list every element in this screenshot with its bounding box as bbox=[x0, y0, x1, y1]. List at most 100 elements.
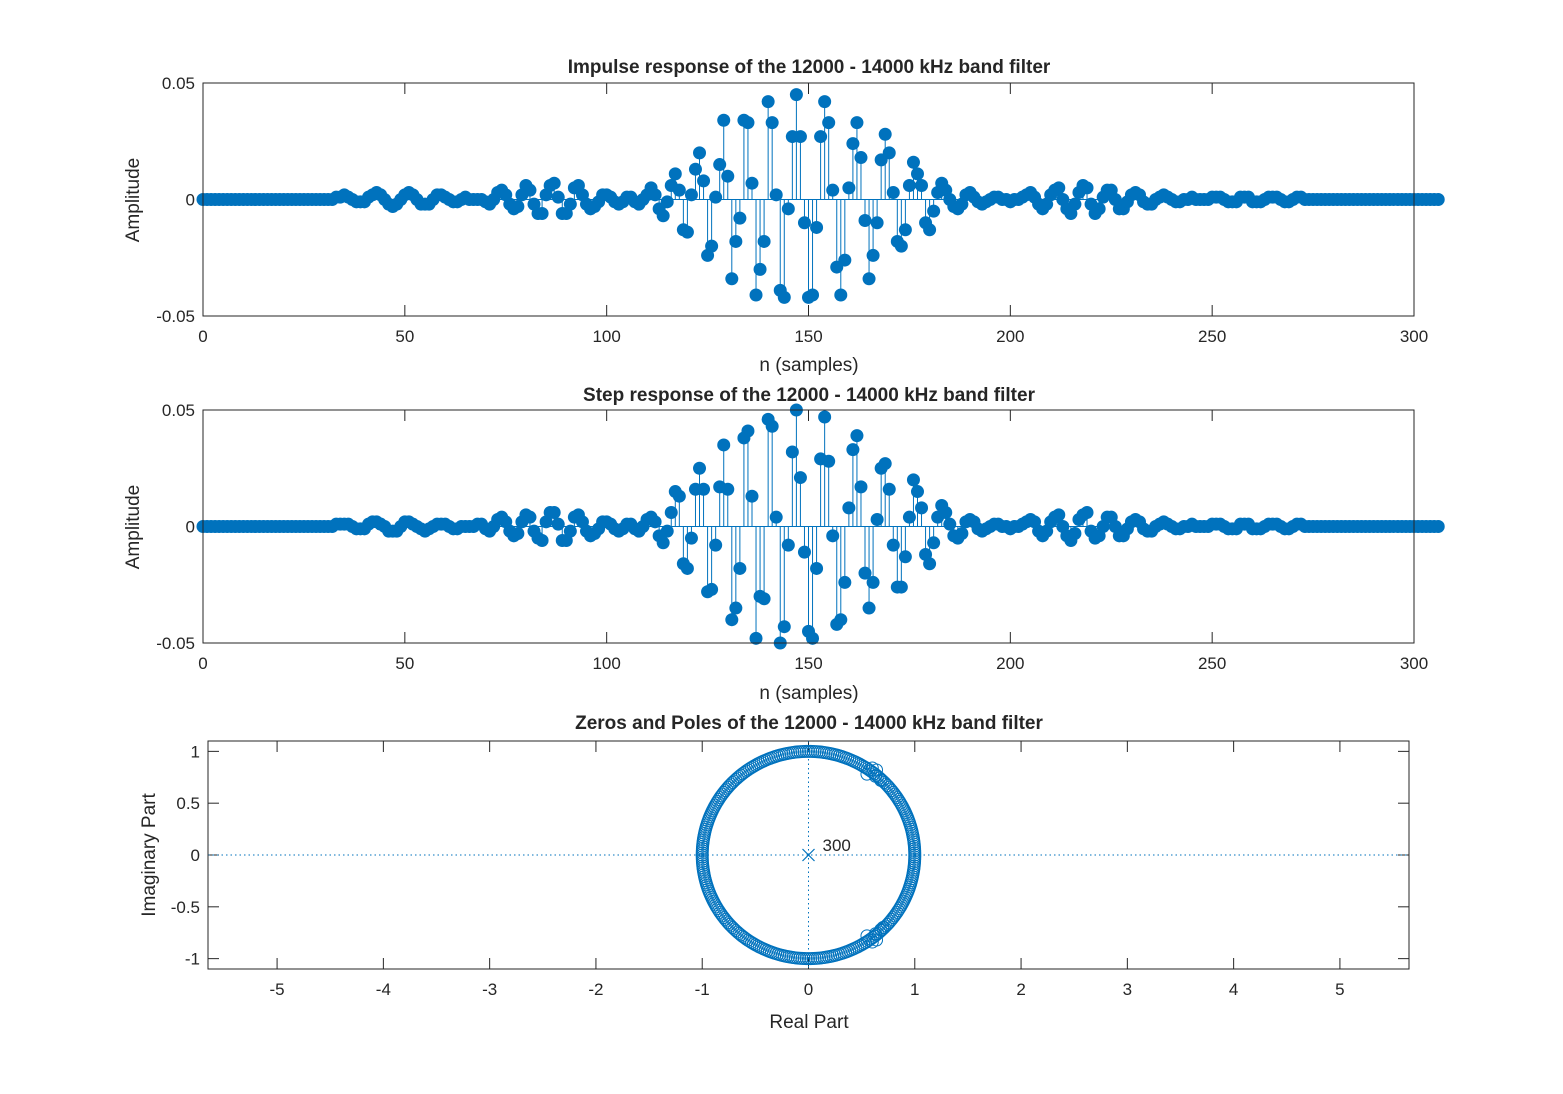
impulse-response-stem-marker bbox=[806, 288, 820, 302]
impulse-response-stem-marker bbox=[866, 248, 880, 262]
impulse-response-stem-marker bbox=[741, 116, 755, 130]
zero-marker bbox=[860, 767, 874, 781]
impulse-response-stem-marker bbox=[684, 188, 698, 202]
impulse-response-stem-marker bbox=[850, 116, 864, 130]
step-response-plot-box bbox=[202, 409, 1415, 644]
step-response-stem-marker bbox=[1068, 526, 1082, 540]
impulse-response-stem-marker bbox=[810, 220, 824, 234]
step-response-stem-marker bbox=[862, 601, 876, 615]
step-response-xtick-label: 300 bbox=[1400, 654, 1428, 673]
impulse-response-stem-marker bbox=[1080, 181, 1094, 195]
step-response-stem-marker bbox=[697, 482, 711, 496]
impulse-response-stem-marker bbox=[725, 272, 739, 286]
step-response-stem-marker bbox=[1431, 520, 1445, 533]
step-response-ytick-label: 0.05 bbox=[162, 401, 195, 420]
impulse-response-stem-marker bbox=[761, 95, 775, 109]
step-response-stem-marker bbox=[878, 457, 892, 471]
impulse-response-stem-marker bbox=[842, 181, 856, 195]
step-response-stem-marker bbox=[1080, 506, 1094, 520]
step-response-xtick-label: 50 bbox=[395, 654, 414, 673]
impulse-response-stem-marker bbox=[547, 176, 561, 190]
step-response-stem-marker bbox=[818, 410, 832, 424]
step-response-stem-marker bbox=[838, 575, 852, 589]
step-response-stem-marker bbox=[717, 438, 731, 452]
zero-marker bbox=[870, 933, 884, 947]
impulse-response-stem-marker bbox=[697, 174, 711, 188]
impulse-response-xtick-label: 150 bbox=[794, 327, 822, 346]
impulse-response-stem-marker bbox=[1431, 193, 1445, 206]
impulse-response-xtick-label: 200 bbox=[996, 327, 1024, 346]
step-response-stem-marker bbox=[910, 485, 924, 499]
step-response-stem-marker bbox=[777, 620, 791, 634]
impulse-response-stem-marker bbox=[870, 216, 884, 230]
impulse-response-xlabel: n (samples) bbox=[759, 355, 858, 376]
zeros-poles-plot-box bbox=[207, 740, 1410, 970]
zeros-poles-xtick-label: 2 bbox=[1016, 980, 1025, 999]
step-response-stem-marker bbox=[939, 506, 953, 520]
impulse-response-stem-marker bbox=[753, 262, 767, 276]
step-response-title: Step response of the 12000 - 14000 kHz b… bbox=[583, 385, 1036, 406]
impulse-response-stem-marker bbox=[915, 179, 929, 193]
impulse-response-xtick-label: 100 bbox=[592, 327, 620, 346]
step-response-stem-marker bbox=[693, 461, 707, 475]
impulse-response-title: Impulse response of the 12000 - 14000 kH… bbox=[568, 57, 1051, 78]
impulse-response-stem-marker bbox=[826, 183, 840, 197]
impulse-response-stem-marker bbox=[648, 188, 662, 202]
impulse-response-stem-marker bbox=[910, 167, 924, 181]
impulse-response-stem-marker bbox=[680, 225, 694, 239]
step-response-stem-marker bbox=[648, 515, 662, 529]
impulse-response-ytick-label: -0.05 bbox=[156, 307, 195, 326]
step-response-stem-marker bbox=[858, 566, 872, 580]
step-response-stem-marker bbox=[886, 538, 900, 552]
impulse-response-stem-marker bbox=[878, 127, 892, 141]
impulse-response-stem-marker bbox=[789, 88, 803, 102]
step-response-stem-marker bbox=[765, 419, 779, 433]
step-response-stem-marker bbox=[749, 631, 763, 645]
step-response-stem-marker bbox=[1052, 508, 1066, 522]
step-response-stem-marker bbox=[680, 561, 694, 575]
step-response-stem-marker bbox=[684, 531, 698, 545]
impulse-response-stem-marker bbox=[838, 253, 852, 267]
impulse-response-stem-marker bbox=[862, 272, 876, 286]
impulse-response-stem-marker bbox=[672, 183, 686, 197]
zeros-poles-ytick-label: 0 bbox=[191, 846, 200, 865]
step-response-stem-marker bbox=[733, 561, 747, 575]
impulse-response-stem-marker bbox=[668, 167, 682, 181]
zeros-poles-xtick-label: -3 bbox=[482, 980, 497, 999]
zeros-poles-xtick-label: -2 bbox=[588, 980, 603, 999]
zero-marker bbox=[860, 929, 874, 943]
impulse-response-stem-marker bbox=[854, 151, 868, 165]
step-response-stem-marker bbox=[870, 513, 884, 527]
impulse-response-stem-marker bbox=[814, 130, 828, 144]
zeros-poles-xtick-label: -4 bbox=[376, 980, 391, 999]
step-response-stem-marker bbox=[745, 489, 759, 503]
step-response-stem-marker bbox=[906, 473, 920, 487]
zeros-poles-xtick-label: 1 bbox=[910, 980, 919, 999]
step-response-xtick-label: 250 bbox=[1198, 654, 1226, 673]
pole-marker bbox=[802, 848, 815, 862]
step-response-stem-marker bbox=[850, 429, 864, 443]
impulse-response-stem-marker bbox=[1052, 181, 1066, 195]
step-response-stem-marker bbox=[729, 601, 743, 615]
step-response-stem-marker bbox=[535, 533, 549, 547]
step-response-ytick-label: -0.05 bbox=[156, 634, 195, 653]
step-response-stem-marker bbox=[725, 613, 739, 627]
impulse-response-stem-marker bbox=[923, 223, 937, 237]
impulse-response-stem-marker bbox=[563, 197, 577, 211]
step-response-stem-marker bbox=[551, 517, 565, 531]
impulse-response-xtick-label: 250 bbox=[1198, 327, 1226, 346]
step-response-stem-marker bbox=[721, 482, 735, 496]
step-response-stem-marker bbox=[955, 526, 969, 540]
impulse-response-ytick-label: 0 bbox=[186, 191, 195, 210]
zeros-poles-xtick-label: 0 bbox=[804, 980, 813, 999]
step-response-stem-marker bbox=[810, 561, 824, 575]
step-response-stem-marker bbox=[943, 517, 957, 531]
step-response-xtick-label: 0 bbox=[198, 654, 207, 673]
step-response-stem-marker bbox=[822, 454, 836, 468]
impulse-response-stem-marker bbox=[846, 137, 860, 151]
impulse-response-stem-marker bbox=[523, 183, 537, 197]
impulse-response-stem-marker bbox=[769, 188, 783, 202]
step-response-axes: Step response of the 12000 - 14000 kHz b… bbox=[123, 385, 1445, 704]
